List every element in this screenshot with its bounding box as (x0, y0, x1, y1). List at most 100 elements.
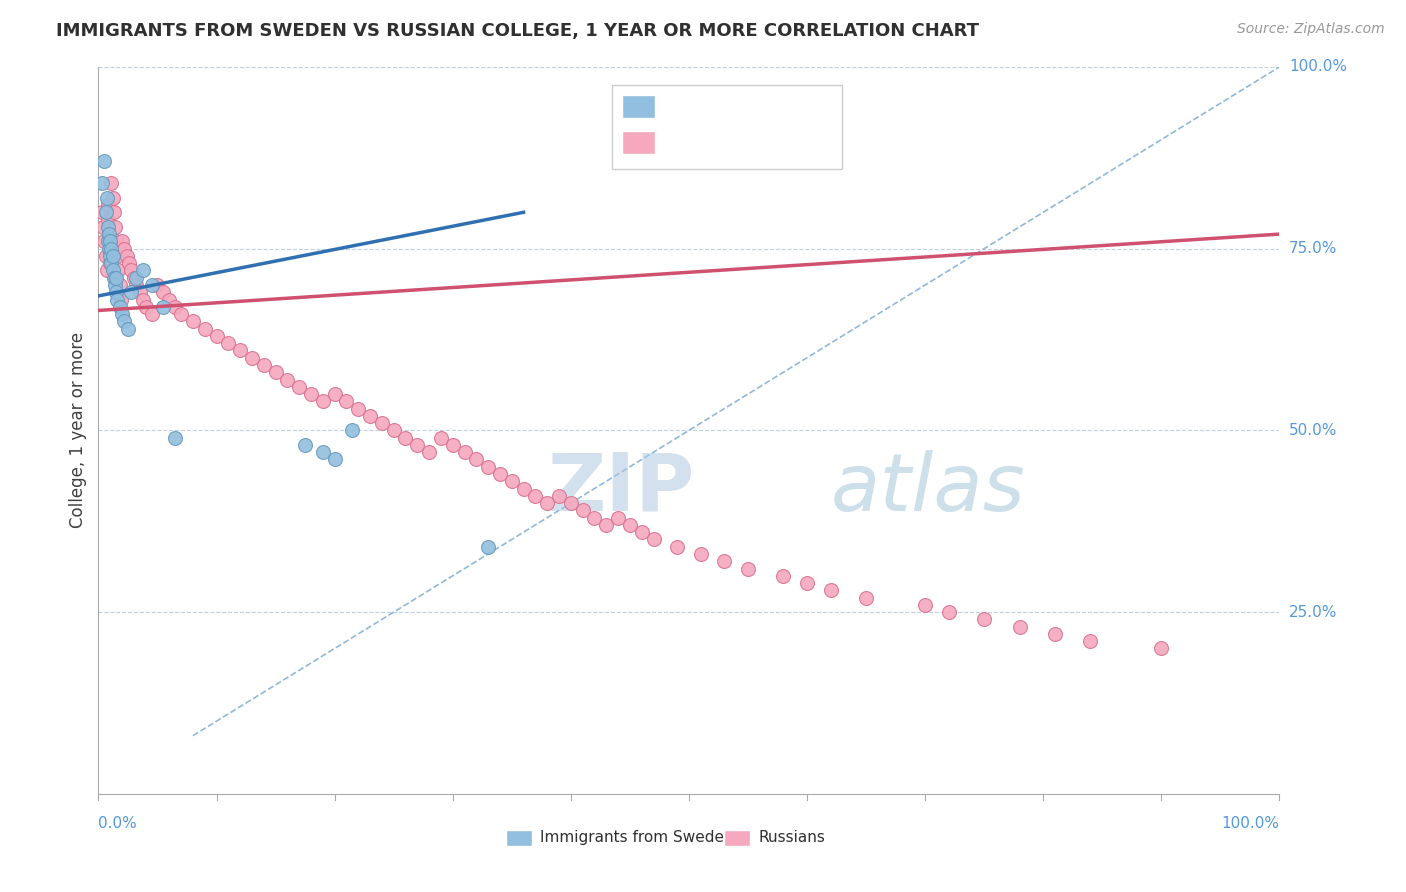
Point (146, 278, 169, 293)
Point (94, 249, 117, 263)
Point (98, 256, 121, 270)
Point (91, 205, 114, 219)
Text: N =: N = (752, 133, 789, 151)
Point (170, 307, 193, 321)
Point (100, 242, 122, 256)
Point (105, 293, 128, 307)
Point (97, 219, 120, 234)
Point (418, 445, 440, 459)
FancyBboxPatch shape (506, 830, 531, 847)
Point (115, 249, 138, 263)
Point (441, 438, 464, 452)
Point (205, 329, 228, 343)
Point (430, 431, 453, 445)
Point (571, 503, 593, 517)
Point (100, 176, 122, 190)
Point (347, 401, 370, 416)
Text: 100.0%: 100.0% (1222, 815, 1279, 830)
Point (560, 496, 582, 510)
Point (796, 576, 818, 591)
Point (342, 424, 364, 438)
Point (689, 547, 711, 561)
Text: ZIP: ZIP (547, 450, 695, 527)
Point (264, 365, 287, 379)
Point (104, 278, 127, 293)
Point (98, 242, 121, 256)
Text: 90: 90 (789, 133, 813, 151)
Point (98, 249, 121, 263)
Point (1080, 634, 1102, 648)
Text: IMMIGRANTS FROM SWEDEN VS RUSSIAN COLLEGE, 1 YEAR OR MORE CORRELATION CHART: IMMIGRANTS FROM SWEDEN VS RUSSIAN COLLEG… (56, 22, 979, 40)
Point (93, 154, 115, 169)
Point (713, 554, 735, 568)
Point (152, 285, 174, 300)
Point (477, 540, 499, 554)
Point (97, 198, 120, 212)
Point (93, 235, 115, 249)
Point (98, 242, 121, 256)
Point (1043, 627, 1066, 641)
Point (101, 191, 124, 205)
Point (394, 431, 416, 445)
Point (107, 263, 129, 277)
Point (94, 205, 117, 219)
Point (595, 517, 617, 532)
Point (453, 445, 475, 459)
Point (157, 293, 180, 307)
Text: 0.139: 0.139 (703, 96, 756, 114)
Point (111, 307, 134, 321)
Point (122, 270, 145, 285)
Point (583, 510, 606, 524)
Point (512, 482, 534, 496)
Point (312, 394, 335, 409)
Point (217, 336, 239, 351)
Point (630, 525, 652, 540)
Point (406, 438, 429, 452)
Point (112, 242, 135, 256)
Point (820, 583, 842, 598)
Y-axis label: College, 1 year or more: College, 1 year or more (69, 333, 87, 528)
Point (132, 263, 155, 277)
Point (100, 256, 122, 270)
Point (118, 256, 141, 270)
Point (121, 285, 143, 300)
Text: 25.0%: 25.0% (1289, 605, 1337, 620)
Point (91, 219, 114, 234)
Point (96, 263, 118, 277)
Point (382, 424, 405, 438)
Point (105, 285, 128, 300)
Text: N =: N = (752, 96, 789, 114)
Point (97, 212, 120, 227)
Point (536, 496, 558, 510)
Point (152, 300, 174, 314)
Point (643, 533, 665, 547)
Point (299, 387, 322, 401)
Text: 50.0%: 50.0% (1289, 423, 1337, 438)
Text: Immigrants from Sweden: Immigrants from Sweden (540, 830, 734, 845)
Point (108, 300, 131, 314)
Point (666, 540, 689, 554)
Point (335, 394, 357, 409)
Point (135, 300, 157, 314)
Point (938, 605, 960, 619)
FancyBboxPatch shape (621, 131, 655, 154)
Point (276, 372, 298, 386)
Text: Source: ZipAtlas.com: Source: ZipAtlas.com (1237, 22, 1385, 37)
Point (548, 489, 571, 503)
Point (125, 278, 148, 293)
Point (1008, 620, 1031, 634)
Point (117, 321, 139, 335)
Point (96, 191, 118, 205)
Point (141, 307, 163, 321)
FancyBboxPatch shape (612, 85, 842, 169)
Point (524, 489, 547, 503)
Point (98, 227, 121, 241)
Point (914, 598, 936, 612)
Point (312, 445, 335, 459)
Point (98, 227, 121, 241)
Point (101, 263, 124, 277)
Point (501, 475, 523, 489)
Text: 34: 34 (789, 96, 813, 114)
Point (465, 452, 488, 467)
Point (253, 358, 276, 372)
